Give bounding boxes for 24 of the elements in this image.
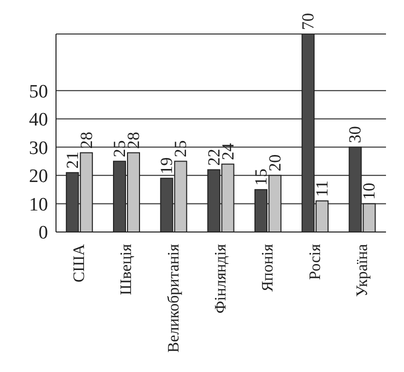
x-tick-label: Україна [354, 244, 371, 297]
x-tick-label: Фінляндія [212, 243, 230, 314]
data-label: 30 [346, 126, 365, 144]
data-label: 21 [62, 152, 82, 169]
data-label: 28 [124, 132, 144, 149]
y-tick-label: 0 [38, 222, 48, 244]
x-tick-label: Швеція [118, 243, 136, 296]
y-tick-label: 30 [29, 138, 48, 159]
data-label: 25 [171, 140, 190, 158]
y-tick-label: 10 [29, 194, 48, 216]
y-tick-label: 40 [29, 110, 48, 131]
x-tick-label: Японія [260, 243, 277, 292]
data-label: 11 [312, 180, 332, 197]
y-tick-label: 50 [29, 81, 48, 102]
y-tick-label: 20 [29, 166, 48, 188]
data-label: 15 [251, 168, 270, 186]
x-tick-label: Великобританія [165, 243, 182, 353]
data-label: 10 [360, 182, 379, 200]
x-tick-label: Росія [306, 243, 324, 280]
data-label: 20 [265, 154, 284, 172]
data-label: 70 [298, 13, 318, 30]
data-label: 28 [76, 132, 96, 149]
x-tick-label: США [71, 244, 88, 282]
data-label: 19 [157, 157, 176, 174]
